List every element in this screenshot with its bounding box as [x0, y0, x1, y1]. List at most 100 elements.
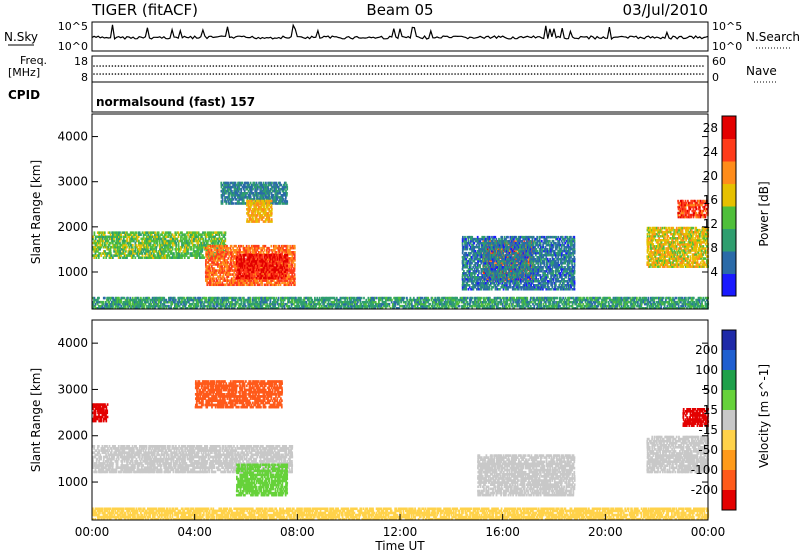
echo-cell [227, 246, 230, 250]
echo-cell [123, 248, 126, 251]
echo-cell [156, 231, 159, 234]
echo-cell [249, 281, 252, 285]
echo-cell [155, 237, 158, 241]
echo-cell [153, 237, 155, 241]
echo-cell [204, 231, 207, 234]
echo-cell [235, 283, 238, 287]
echo-cell [293, 244, 296, 248]
echo-cell [223, 231, 226, 234]
echo-cell [261, 279, 263, 282]
echo-cell [232, 283, 234, 287]
echo-cell [224, 283, 227, 287]
echo-cell [217, 283, 220, 287]
echo-cell [219, 251, 221, 254]
echo-cell [242, 244, 245, 248]
echo-cell [220, 263, 223, 266]
nave-point [536, 65, 539, 67]
echo-cell [162, 248, 165, 251]
echo-cell [219, 259, 221, 262]
echo-cell [222, 267, 225, 270]
echo-cell [194, 254, 196, 257]
nave-point [298, 65, 300, 67]
echo-cell [185, 254, 188, 257]
echo-cell [97, 250, 99, 253]
echo-cell [193, 231, 196, 234]
echo-cell [266, 277, 268, 280]
echo-cell [252, 273, 255, 276]
echo-cell [226, 253, 229, 256]
nave-point [500, 65, 502, 67]
echo-cell [243, 246, 246, 250]
echo-cell [253, 244, 255, 248]
echo-cell [210, 235, 213, 239]
freq-point [325, 73, 328, 75]
echo-cell [201, 235, 203, 239]
echo-cell [221, 246, 224, 250]
echo-cell [237, 274, 239, 278]
echo-cell [234, 281, 236, 285]
echo-cell [196, 256, 198, 259]
echo-cell [242, 283, 245, 287]
nave-point [383, 65, 386, 67]
echo-cell [291, 277, 294, 280]
echo-cell [151, 239, 153, 243]
nave-point [674, 65, 677, 67]
echo-cell [205, 265, 207, 268]
echo-cell [273, 283, 275, 287]
echo-cell [289, 279, 291, 282]
echo-cell [264, 244, 267, 248]
nave-point [475, 65, 478, 67]
echo-cell [107, 245, 110, 249]
freq-point [145, 73, 147, 75]
echo-cell [181, 241, 183, 245]
echo-cell [212, 235, 215, 239]
echo-cell [213, 271, 216, 274]
echo-cell [208, 249, 211, 252]
freq-point [243, 73, 245, 75]
echo-cell [229, 283, 232, 287]
echo-cell [277, 279, 280, 282]
echo-cell [228, 267, 231, 270]
echo-cell [190, 237, 193, 241]
echo-cell [163, 256, 166, 259]
echo-cell [123, 256, 126, 259]
freq-point [671, 73, 674, 75]
echo-cell [165, 254, 167, 257]
echo-cell [233, 249, 235, 252]
echo-cell [228, 251, 231, 254]
echo-cell [232, 253, 234, 256]
echo-cell [165, 239, 168, 243]
echo-cell [164, 245, 167, 249]
echo-cell [157, 233, 160, 236]
echo-cell [149, 254, 152, 257]
echo-cell [108, 231, 111, 234]
echo-cell [245, 249, 247, 252]
echo-cell [162, 243, 165, 247]
echo-cell [290, 257, 293, 260]
echo-cell [213, 277, 216, 280]
echo-cell [173, 235, 175, 239]
echo-cell [292, 246, 295, 250]
echo-cell [256, 279, 259, 282]
freq-point [552, 73, 554, 75]
nave-point [640, 65, 643, 67]
echo-cell [265, 181, 267, 185]
echo-cell [100, 233, 103, 236]
echo-cell [211, 235, 214, 239]
echo-cell [282, 249, 284, 252]
echo-cell [291, 271, 294, 274]
echo-cell [241, 283, 244, 287]
echo-cell [216, 231, 219, 234]
echo-cell [215, 237, 217, 241]
echo-cell [221, 283, 224, 287]
echo-cell [179, 245, 182, 249]
echo-cell [288, 267, 290, 270]
echo-cell [96, 243, 99, 247]
echo-cell [205, 251, 208, 254]
echo-cell [195, 239, 197, 243]
echo-cell [123, 239, 126, 243]
echo-cell [171, 245, 174, 249]
echo-cell [197, 237, 200, 241]
echo-cell [168, 241, 170, 245]
freq-point [533, 73, 536, 75]
